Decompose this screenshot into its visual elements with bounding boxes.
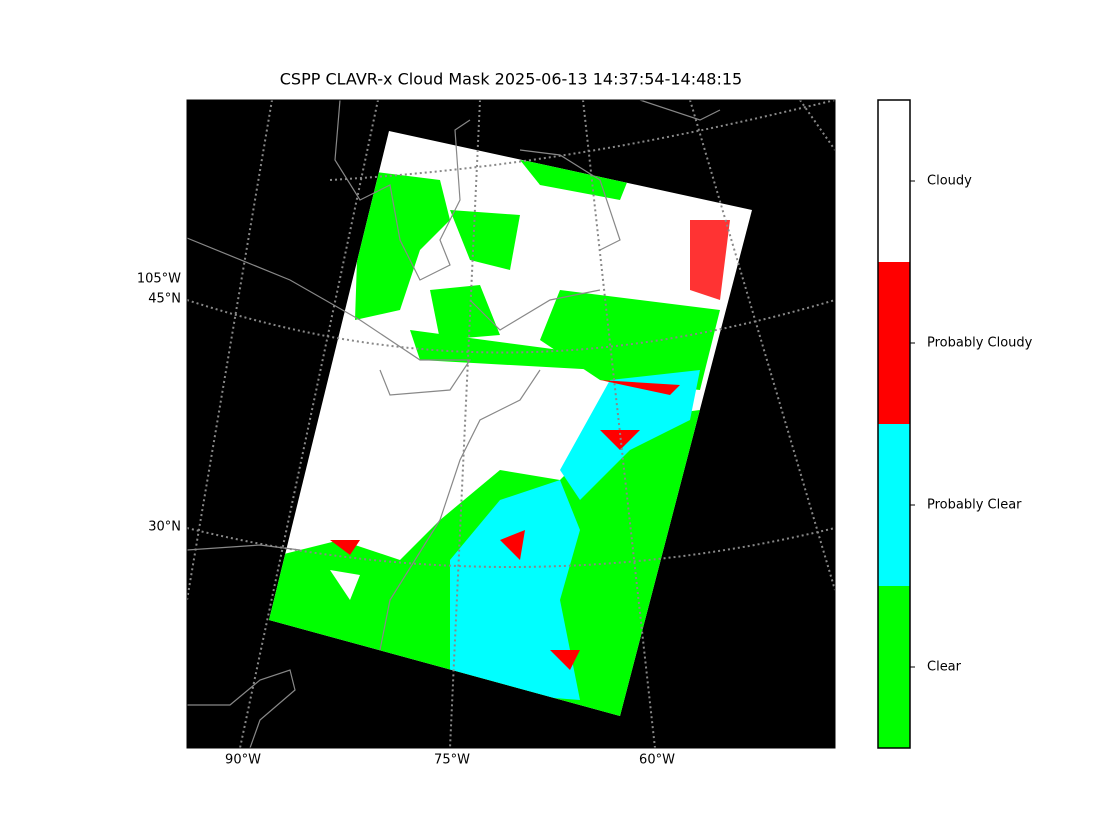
- colorbar-segment: [878, 424, 910, 586]
- colorbar-segment: [878, 262, 910, 424]
- colorbar-frame: [877, 99, 911, 749]
- graticule: [187, 299, 835, 354]
- map-frame: [186, 99, 836, 749]
- graticule: [239, 100, 379, 748]
- cloud-area: [330, 570, 360, 600]
- map-title: CSPP CLAVR-x Cloud Mask 2025-06-13 14:37…: [280, 70, 742, 89]
- colorbar-segment: [878, 586, 910, 748]
- colorbar: Clear Probably Clear Probably Cloudy Cloudy: [877, 99, 1033, 749]
- graticule: [329, 100, 835, 181]
- graticule: [187, 527, 835, 568]
- colorbar-label: Clear: [927, 660, 962, 675]
- colorbar-label: Probably Cloudy: [927, 336, 1033, 351]
- clear-area: [520, 160, 630, 200]
- lon-label: 60°W: [639, 753, 675, 768]
- lon-label: 75°W: [434, 753, 470, 768]
- graticule: [582, 100, 656, 748]
- graticule: [449, 100, 481, 748]
- colorbar-label: Cloudy: [927, 174, 972, 189]
- coastline: [187, 100, 721, 748]
- clear-area: [430, 285, 500, 340]
- probably-clear-area: [450, 480, 580, 700]
- probably-cloudy-area: [690, 220, 730, 300]
- colorbar-label: Probably Clear: [927, 498, 1022, 513]
- map: [187, 100, 835, 748]
- graticule: [689, 100, 835, 591]
- colorbar-segment: [878, 100, 910, 262]
- clear-area: [450, 210, 520, 270]
- lat-label: 105°W: [137, 272, 181, 287]
- graticule: [799, 100, 835, 151]
- lat-label: 30°N: [148, 520, 181, 535]
- lon-label: 90°W: [225, 753, 261, 768]
- lat-label: 45°N: [148, 292, 181, 307]
